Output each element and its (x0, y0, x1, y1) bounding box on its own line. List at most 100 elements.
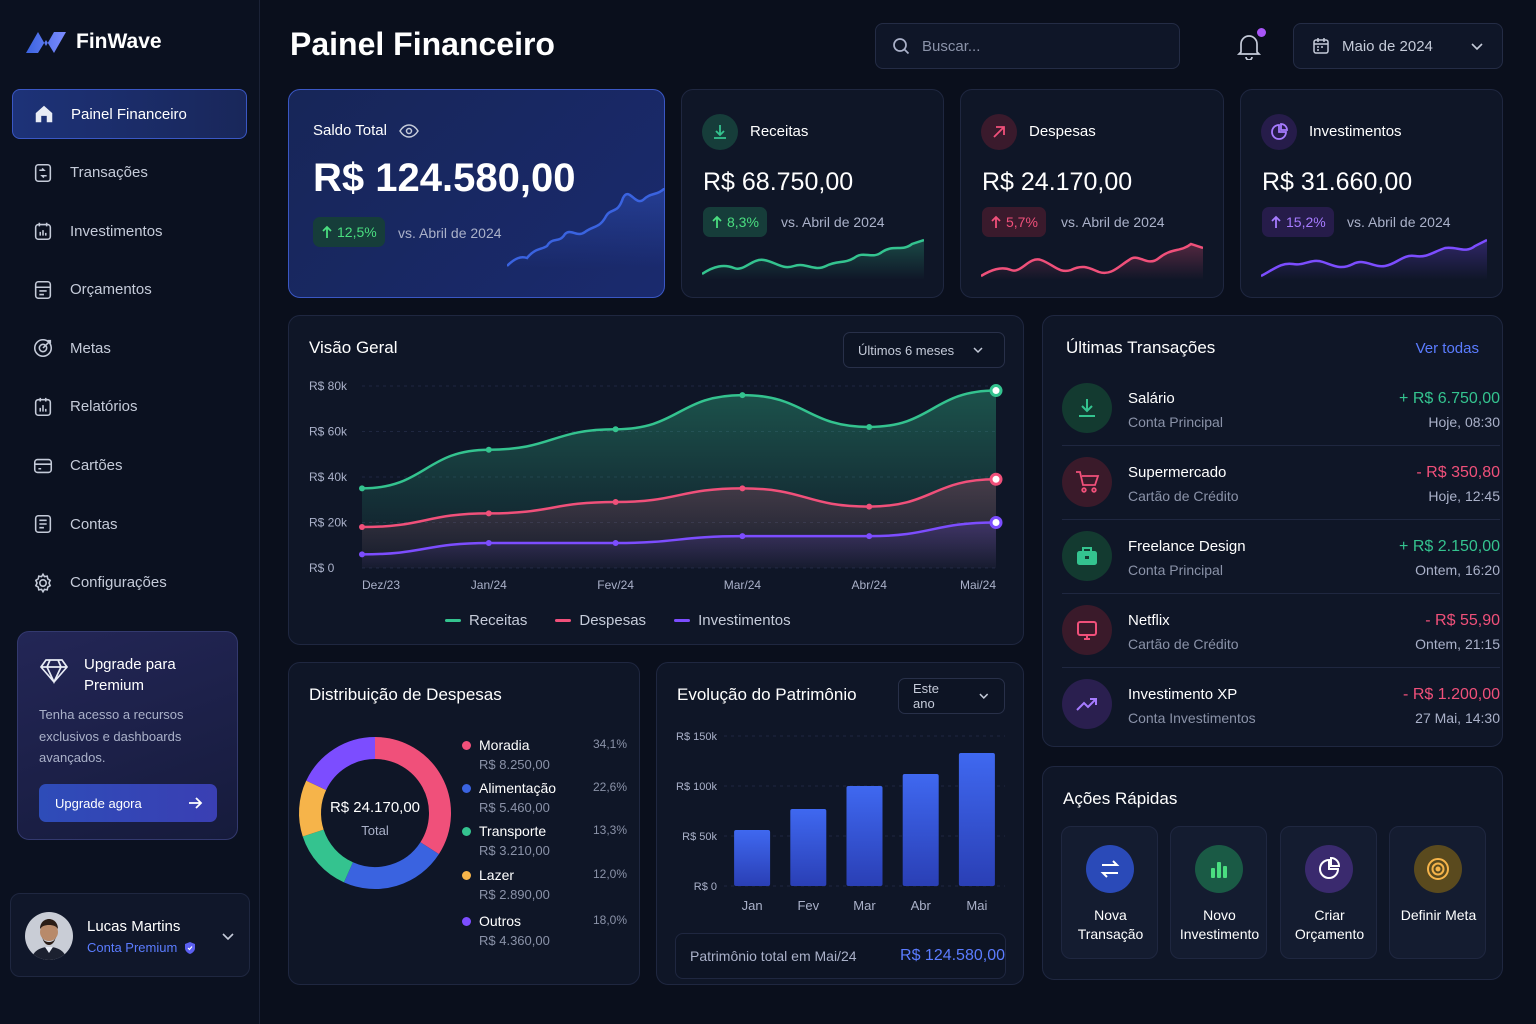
see-all-link[interactable]: Ver todas (1415, 340, 1479, 357)
search-input[interactable] (922, 37, 1162, 55)
user-profile[interactable]: Lucas Martins Conta Premium (10, 893, 250, 977)
accounts-icon (34, 515, 52, 534)
quick-action-definir-meta[interactable]: Definir Meta (1389, 826, 1486, 959)
monitor-icon (1062, 605, 1112, 655)
upgrade-button-label: Upgrade agora (55, 795, 142, 811)
x-tick-label: Dez/23 (362, 578, 400, 592)
quick-action-novo-investimento[interactable]: Novo Investimento (1170, 826, 1267, 959)
overview-period-label: Últimos 6 meses (858, 342, 955, 358)
premium-badge-icon (185, 941, 196, 954)
chevron-down-icon[interactable] (221, 929, 235, 943)
transaction-row[interactable]: Supermercado Cartão de Crédito - R$ 350,… (1062, 446, 1500, 520)
upgrade-button[interactable]: Upgrade agora (39, 784, 217, 822)
overview-legend: Receitas Despesas Investimentos (445, 612, 791, 629)
investimentos-card: Investimentos R$ 31.660,00 15,2% vs. Abr… (1240, 89, 1503, 298)
search-bar[interactable] (875, 23, 1180, 69)
quick-action-nova-transacao[interactable]: Nova Transação (1061, 826, 1158, 959)
receitas-label: Receitas (750, 123, 809, 140)
download-icon (702, 114, 738, 150)
download-icon (1062, 383, 1112, 433)
shopping-cart-icon (1062, 457, 1112, 507)
transaction-amount: - R$ 1.200,00 (1403, 686, 1500, 703)
sidebar-item-transacoes[interactable]: Transações (12, 148, 247, 198)
target-icon (33, 339, 53, 358)
distribution-pct: 18,0% (592, 913, 627, 927)
transaction-time: Hoje, 12:45 (1428, 488, 1500, 504)
x-tick-label: Mai/24 (960, 578, 996, 592)
transaction-row[interactable]: Netflix Cartão de Crédito - R$ 55,90 Ont… (1062, 594, 1500, 668)
app-logo[interactable]: FinWave (24, 28, 162, 56)
quick-action-label: Nova Transação (1077, 907, 1144, 942)
overview-chart: R$ 0 R$ 20k R$ 40k R$ 60k R$ 80k Dez/23 Jan/24… (309, 379, 1003, 592)
patrimonio-period-label: Este ano (913, 681, 940, 711)
patrimonio-footer: Patrimônio total em Mai/24 R$ 124.580,00 (675, 933, 1006, 979)
period-label: Maio de 2024 (1342, 37, 1433, 55)
sidebar-item-label: Investimentos (70, 222, 163, 240)
upgrade-title: Upgrade para Premium (84, 656, 176, 694)
series-line-receitas (361, 389, 997, 490)
bar-chart-icon (1195, 845, 1243, 893)
notifications-button[interactable] (1236, 28, 1266, 65)
sidebar-item-painel[interactable]: Painel Financeiro (12, 89, 247, 139)
transaction-name: Investimento XP (1128, 686, 1238, 703)
sidebar-item-contas[interactable]: Contas (12, 499, 247, 549)
bar-mar (846, 786, 883, 886)
transaction-name: Freelance Design (1128, 538, 1246, 555)
saldo-label: Saldo Total (313, 122, 419, 139)
chevron-down-icon (979, 693, 989, 699)
sidebar-item-label: Transações (70, 164, 148, 182)
x-tick-label: Abr (911, 898, 932, 913)
patrimonio-title: Evolução do Patrimônio (677, 685, 857, 704)
arrow-up-icon (322, 225, 332, 238)
x-tick-label: Fev/24 (597, 578, 634, 592)
sidebar-item-relatorios[interactable]: Relatórios (12, 382, 247, 432)
legend-investimentos: Investimentos (674, 612, 791, 629)
patrimonio-period-select[interactable]: Este ano (898, 678, 1005, 714)
data-point (866, 423, 873, 430)
receitas-change: 8,3% (727, 214, 759, 230)
sidebar: FinWave Painel Financeiro Transações Inv… (0, 0, 260, 1024)
x-tick-label: Jan (742, 898, 763, 913)
data-point (359, 485, 365, 492)
data-point (485, 446, 492, 453)
investimentos-compare: vs. Abril de 2024 (1347, 214, 1451, 230)
overview-period-select[interactable]: Últimos 6 meses (843, 332, 1005, 368)
transaction-row[interactable]: Salário Conta Principal + R$ 6.750,00 Ho… (1062, 372, 1500, 446)
transaction-row[interactable]: Freelance Design Conta Principal + R$ 2.… (1062, 520, 1500, 594)
overview-title: Visão Geral (309, 338, 398, 357)
sidebar-item-orcamentos[interactable]: Orçamentos (12, 265, 247, 315)
sidebar-item-label: Contas (70, 515, 118, 533)
distribution-pct: 34,1% (592, 737, 627, 751)
investimentos-change-badge: 15,2% (1262, 207, 1334, 237)
eye-icon[interactable] (399, 123, 419, 138)
data-point (989, 516, 1003, 529)
sidebar-item-investimentos[interactable]: Investimentos (12, 206, 247, 256)
distribution-name: Alimentação (479, 780, 557, 796)
donut-total: R$ 24.170,00 (329, 799, 421, 816)
x-tick-label: Fev (797, 898, 819, 913)
arrow-up-icon (1271, 215, 1281, 228)
quick-action-criar-orcamento[interactable]: Criar Orçamento (1280, 826, 1377, 959)
x-tick-label: Mar/24 (724, 578, 762, 592)
sidebar-item-configuracoes[interactable]: Configurações (12, 558, 247, 608)
transaction-row[interactable]: Investimento XP Conta Investimentos - R$… (1062, 668, 1500, 742)
patrimonio-footer-value: R$ 124.580,00 (900, 947, 1005, 964)
despesas-value: R$ 24.170,00 (982, 168, 1133, 196)
series-area-investimentos (362, 522, 996, 568)
data-point (485, 510, 492, 517)
patrimonio-panel: Evolução do Patrimônio Este ano R$ 0 R$ 5… (656, 662, 1024, 985)
distribution-donut (299, 737, 451, 889)
chevron-down-icon (1471, 43, 1483, 51)
legend-dot (462, 827, 471, 836)
sidebar-item-cartoes[interactable]: Cartões (12, 441, 247, 491)
legend-despesas: Despesas (555, 612, 646, 629)
series-line-despesas (361, 478, 997, 529)
transactions-title: Últimas Transações (1066, 338, 1216, 357)
transaction-amount: + R$ 2.150,00 (1399, 538, 1500, 555)
y-tick-label: R$ 20k (309, 516, 348, 530)
distribution-panel: Distribuição de Despesas R$ 24.170,00 To… (288, 662, 640, 985)
period-select[interactable]: Maio de 2024 (1293, 23, 1503, 69)
sidebar-item-metas[interactable]: Metas (12, 323, 247, 373)
investimentos-sparkline (1261, 238, 1487, 280)
receitas-compare: vs. Abril de 2024 (781, 214, 885, 230)
